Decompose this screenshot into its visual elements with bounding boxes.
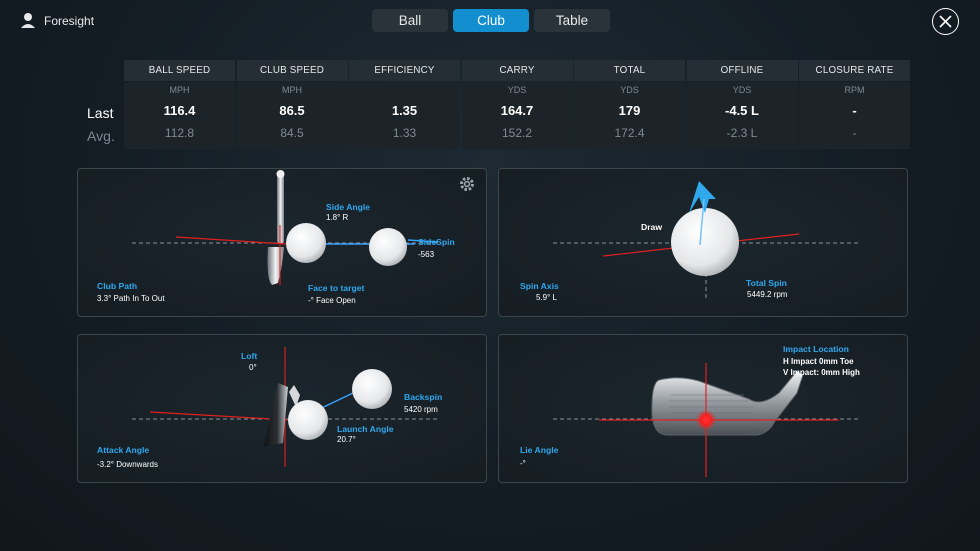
metric-header: CARRY: [461, 60, 573, 81]
spin-axis-panel: Draw Spin Axis 5.9° L Total Spin 5449.2 …: [498, 168, 908, 317]
metric-ball-speed: BALL SPEED MPH 116.4 112.8: [124, 60, 235, 149]
metric-last: -4.5 L: [725, 103, 759, 118]
metric-efficiency: EFFICIENCY 1.35 1.33: [349, 60, 460, 149]
user-icon: [21, 13, 35, 28]
settings-gear-icon[interactable]: [459, 176, 475, 192]
club-path-value: 3.3° Path In To Out: [97, 294, 165, 303]
metric-club-speed: CLUB SPEED MPH 86.5 84.5: [236, 60, 348, 149]
metric-avg: 172.4: [614, 126, 645, 140]
close-icon: [939, 15, 952, 28]
loft-label: Loft: [241, 351, 258, 361]
lie-angle-value: -°: [520, 459, 526, 468]
side-angle-value: 1.8° R: [326, 213, 349, 222]
metric-last: 116.4: [163, 103, 196, 118]
backspin-label: Backspin: [404, 392, 443, 402]
app-name: Foresight: [44, 14, 95, 28]
metric-unit: MPH: [169, 85, 190, 95]
side-view-diagram: [132, 347, 438, 467]
row-label-avg: Avg.: [87, 128, 115, 144]
metric-header: BALL SPEED: [124, 60, 235, 81]
total-spin-value: 5449.2 rpm: [747, 290, 788, 299]
spin-axis-label: Spin Axis: [520, 281, 559, 291]
launch-angle-value: 20.7°: [337, 435, 356, 444]
launch-angle-label: Launch Angle: [337, 424, 394, 434]
face-to-target-label: Face to target: [308, 283, 365, 293]
metric-unit: [349, 82, 460, 98]
h-impact-value: H Impact 0mm Toe: [783, 357, 854, 366]
impact-location-panel: Impact Location H Impact 0mm Toe V Impac…: [498, 334, 908, 483]
tab-club[interactable]: Club: [453, 9, 529, 32]
metric-header: TOTAL: [574, 60, 685, 81]
face-to-target-value: -° Face Open: [308, 296, 356, 305]
lie-angle-label: Lie Angle: [520, 445, 559, 455]
metric-unit: YDS: [732, 85, 752, 95]
side-view-panel: Loft 0° Backspin 5420 rpm Launch Angle 2…: [77, 334, 487, 483]
metric-unit: YDS: [507, 85, 527, 95]
club-path-label: Club Path: [97, 281, 138, 291]
metric-header: CLOSURE RATE: [799, 60, 910, 81]
metric-offline: OFFLINE YDS -4.5 L -2.3 L: [686, 60, 798, 149]
sidespin-value: -563: [418, 250, 435, 259]
spin-axis-diagram: [553, 181, 859, 299]
metric-unit: RPM: [844, 85, 865, 95]
metric-avg: 112.8: [164, 126, 195, 140]
metric-total: TOTAL YDS 179 172.4: [574, 60, 685, 149]
metric-avg: -2.3 L: [726, 126, 758, 140]
metric-avg: 1.33: [392, 126, 417, 140]
impact-location-label: Impact Location: [783, 344, 849, 354]
tab-ball[interactable]: Ball: [372, 9, 448, 32]
side-angle-label: Side Angle: [326, 202, 371, 212]
metric-header: EFFICIENCY: [349, 60, 460, 81]
metric-last: 86.5: [279, 103, 305, 118]
view-tabs: Ball Club Table: [372, 9, 610, 32]
backspin-value: 5420 rpm: [404, 405, 438, 414]
spin-axis-value: 5.9° L: [536, 293, 557, 302]
top-view-panel: Side Angle 1.8° R SideSpin -563 Club Pat…: [77, 168, 487, 317]
loft-value: 0°: [249, 363, 257, 372]
close-button[interactable]: [932, 8, 959, 35]
v-impact-value: V Impact: 0mm High: [783, 368, 860, 377]
metric-unit: YDS: [620, 85, 639, 95]
attack-angle-label: Attack Angle: [97, 445, 150, 455]
metric-last: 1.35: [391, 103, 418, 118]
metric-header: CLUB SPEED: [236, 60, 348, 81]
brand: Foresight: [20, 12, 94, 30]
metric-last: 179: [618, 103, 641, 118]
sidespin-label: SideSpin: [418, 237, 455, 247]
metric-avg: 152.2: [501, 126, 533, 140]
metric-avg: -: [852, 126, 857, 140]
metric-closure-rate: CLOSURE RATE RPM - -: [799, 60, 910, 149]
tab-table[interactable]: Table: [534, 9, 610, 32]
top-view-diagram: [132, 170, 439, 285]
metrics-table: BALL SPEED MPH 116.4 112.8 CLUB SPEED MP…: [124, 60, 910, 149]
draw-label: Draw: [641, 222, 663, 232]
total-spin-label: Total Spin: [746, 278, 787, 288]
metric-last: -: [852, 103, 857, 118]
metric-unit: MPH: [282, 85, 302, 95]
metric-carry: CARRY YDS 164.7 152.2: [461, 60, 573, 149]
metric-last: 164.7: [500, 103, 534, 118]
metric-avg: 84.5: [280, 126, 304, 140]
row-label-last: Last: [87, 105, 114, 121]
attack-angle-value: -3.2° Downwards: [97, 460, 158, 469]
impact-location-diagram: [553, 363, 859, 477]
metric-header: OFFLINE: [686, 60, 798, 81]
